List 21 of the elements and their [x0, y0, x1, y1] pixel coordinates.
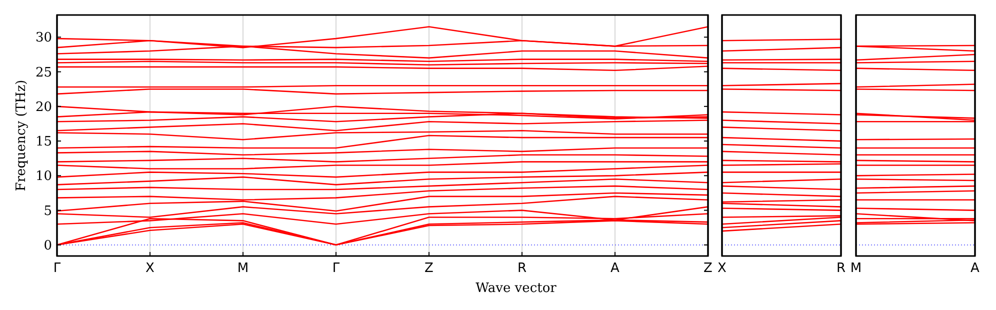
- x-tick-label: Γ: [332, 261, 340, 276]
- x-tick-label: X: [718, 261, 727, 276]
- x-tick-label: Γ: [53, 261, 62, 276]
- x-tick-label: M: [850, 261, 862, 276]
- y-tick-label: 25: [35, 65, 52, 80]
- y-tick-label: 0: [44, 238, 52, 254]
- x-tick-label: A: [970, 261, 980, 276]
- x-tick-label: A: [610, 261, 620, 276]
- x-tick-label: Z: [424, 261, 434, 276]
- x-tick-label: Z: [704, 261, 713, 276]
- x-tick-label: X: [146, 261, 155, 276]
- y-axis-title: Frequency (THz): [14, 80, 29, 192]
- y-tick-label: 20: [35, 100, 52, 115]
- x-tick-label: M: [237, 261, 249, 276]
- y-tick-label: 5: [44, 204, 52, 219]
- x-tick-label: R: [517, 261, 527, 276]
- x-axis-title: Wave vector: [476, 281, 558, 296]
- y-tick-label: 10: [35, 169, 52, 184]
- x-tick-label: R: [836, 261, 846, 276]
- y-tick-label: 30: [35, 30, 52, 46]
- y-tick-label: 15: [35, 134, 52, 150]
